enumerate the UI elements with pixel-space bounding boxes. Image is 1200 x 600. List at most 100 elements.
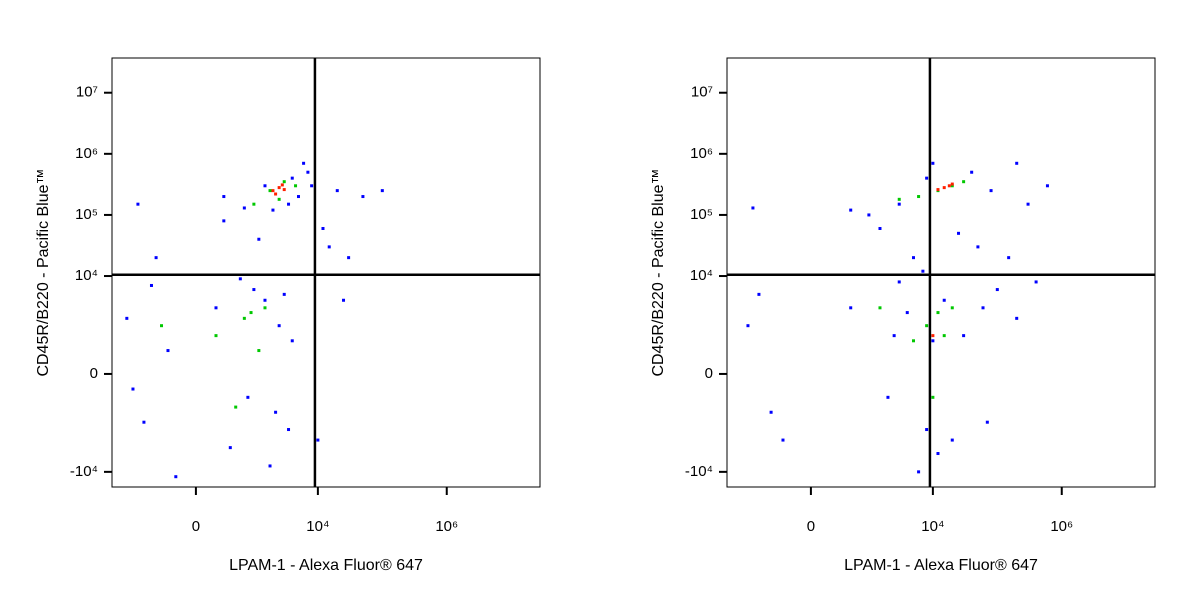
event-dot <box>947 184 951 188</box>
event-dot <box>263 184 267 188</box>
y-tick-label: 10⁴ <box>690 267 713 284</box>
event-dot <box>878 226 882 230</box>
event-dot <box>174 475 178 479</box>
event-dot <box>917 470 921 474</box>
event-dot <box>252 288 256 292</box>
event-dot <box>1007 256 1011 260</box>
event-dot <box>263 298 267 302</box>
plot-frame <box>726 57 1156 488</box>
event-dot <box>950 182 954 186</box>
event-dot <box>911 256 915 260</box>
event-dot <box>867 213 871 217</box>
y-tick-label: -10⁴ <box>70 463 98 480</box>
event-dot <box>769 410 773 414</box>
event-dot <box>234 405 238 409</box>
event-dot <box>931 334 935 338</box>
event-dot <box>142 420 146 424</box>
event-dot <box>936 311 940 315</box>
event-dot <box>257 349 261 353</box>
event-dot <box>242 206 246 210</box>
y-tick-label: 0 <box>705 365 713 382</box>
event-dot <box>746 324 750 328</box>
event-dot <box>931 339 935 343</box>
event-dot <box>995 288 999 292</box>
event-dot <box>1045 184 1049 188</box>
event-dot <box>950 306 954 310</box>
event-dot <box>849 208 853 212</box>
event-dot <box>936 188 940 192</box>
event-dot <box>361 195 365 199</box>
event-dot <box>1015 316 1019 320</box>
x-tick-label: 10⁴ <box>921 518 944 535</box>
y-tick-label: 10⁴ <box>75 267 98 284</box>
event-dot <box>921 269 925 273</box>
event-dot <box>290 176 294 180</box>
event-dot <box>268 464 272 468</box>
event-dot <box>277 197 281 201</box>
y-tick-label: 10⁶ <box>75 145 98 162</box>
event-dot <box>249 311 253 315</box>
event-dot <box>246 395 250 399</box>
x-tick-label: 0 <box>807 518 815 535</box>
event-dot <box>911 339 915 343</box>
event-dot <box>136 202 140 206</box>
event-dot <box>925 428 929 432</box>
event-dot <box>886 395 890 399</box>
event-dot <box>347 256 351 260</box>
event-dot <box>925 176 929 180</box>
event-dot <box>751 206 755 210</box>
event-dot <box>160 324 164 328</box>
event-dot <box>989 189 993 193</box>
event-dot <box>310 184 314 188</box>
event-dot <box>327 245 331 249</box>
y-tick-label: 10⁷ <box>691 84 713 101</box>
event-dot <box>931 161 935 165</box>
x-tick-label: 0 <box>192 518 200 535</box>
event-dot <box>981 306 985 310</box>
event-dot <box>214 334 218 338</box>
event-dot <box>897 280 901 284</box>
event-dot <box>950 438 954 442</box>
event-dot <box>917 195 921 199</box>
event-dot <box>280 183 284 187</box>
event-dot <box>166 349 170 353</box>
event-dot <box>942 186 946 190</box>
event-dot <box>274 192 278 196</box>
x-axis-label: LPAM-1 - Alexa Fluor® 647 <box>844 557 1038 574</box>
event-dot <box>282 180 286 184</box>
event-dot <box>962 334 966 338</box>
event-dot <box>268 189 272 193</box>
y-tick-label: 10⁵ <box>690 206 713 223</box>
event-dot <box>274 410 278 414</box>
event-dot <box>1015 161 1019 165</box>
event-dot <box>962 180 966 184</box>
event-dot <box>282 292 286 296</box>
event-dot <box>271 208 275 212</box>
event-dot <box>222 219 226 223</box>
y-tick-label: 10⁶ <box>690 145 713 162</box>
event-dot <box>214 306 218 310</box>
y-tick-label: -10⁴ <box>685 463 713 480</box>
event-dot <box>849 306 853 310</box>
event-dot <box>306 170 310 174</box>
event-dot <box>380 189 384 193</box>
event-dot <box>290 339 294 343</box>
event-dot <box>925 324 929 328</box>
y-tick-label: 0 <box>90 365 98 382</box>
event-dot <box>335 189 339 193</box>
event-dot <box>277 324 281 328</box>
x-tick-label: 10⁶ <box>435 518 458 535</box>
plot-frame <box>111 57 541 488</box>
event-dot <box>154 256 158 260</box>
event-dot <box>905 311 909 315</box>
x-tick-label: 10⁴ <box>306 518 329 535</box>
event-dot <box>892 334 896 338</box>
event-dot <box>970 170 974 174</box>
x-tick-label: 10⁶ <box>1050 518 1073 535</box>
event-dot <box>1034 280 1038 284</box>
event-dot <box>252 202 256 206</box>
event-dot <box>316 438 320 442</box>
event-dot <box>976 245 980 249</box>
event-dot <box>957 231 961 235</box>
event-dot <box>936 452 940 456</box>
